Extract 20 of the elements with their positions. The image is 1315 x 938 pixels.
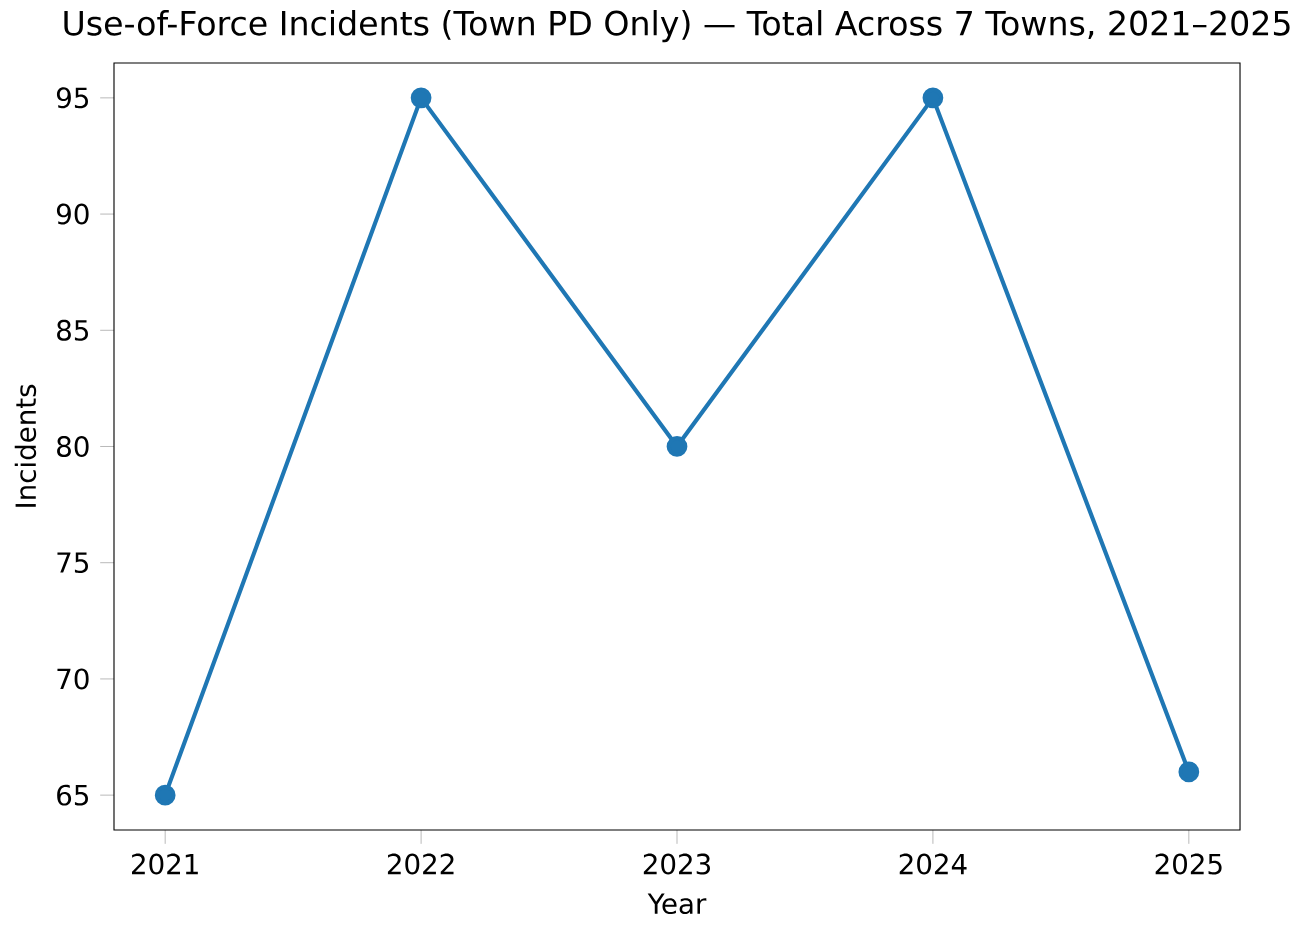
x-axis-title: Year [647, 893, 707, 915]
point [410, 87, 432, 109]
point [154, 784, 176, 806]
x-tick-label: 2025 [1155, 853, 1222, 875]
point [666, 436, 688, 457]
x-tick-label: 2024 [899, 853, 967, 875]
y-axis-title: Incidents [14, 384, 37, 507]
point [1178, 761, 1200, 783]
x-tick-label: 2021 [132, 853, 198, 875]
y-tick-label: 80 [57, 436, 89, 457]
chart-title: Use-of-Force Incidents (Town PD Only) — Total Across 7 Towns, 2021–2025 [64, 10, 1290, 43]
y-tick-label: 85 [57, 319, 88, 341]
point [922, 87, 944, 109]
y-tick-label: 70 [57, 668, 89, 690]
y-tick-label: 75 [57, 552, 88, 573]
x-tick-label: 2022 [387, 853, 454, 875]
y-tick-label: 95 [56, 87, 88, 109]
x-tick-label: 2023 [643, 853, 710, 875]
y-tick-label: 90 [56, 203, 89, 225]
y-tick-label: 65 [57, 784, 88, 806]
